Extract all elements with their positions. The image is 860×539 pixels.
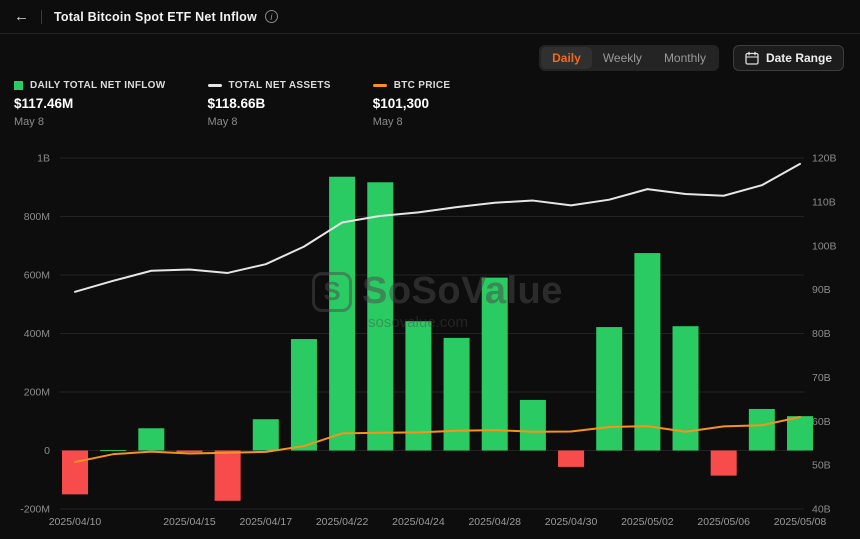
net-assets-line bbox=[74, 162, 801, 293]
page-title: Total Bitcoin Spot ETF Net Inflow bbox=[54, 9, 257, 24]
y-axis-label-left: 0 bbox=[44, 445, 50, 457]
y-axis-label-left: 1B bbox=[37, 153, 50, 165]
header: ← Total Bitcoin Spot ETF Net Inflow i bbox=[0, 0, 860, 34]
inflow-bar[interactable] bbox=[443, 337, 470, 451]
header-divider bbox=[41, 9, 42, 24]
tab-daily[interactable]: Daily bbox=[541, 47, 592, 69]
inflow-bar[interactable] bbox=[214, 450, 241, 501]
y-axis-label-right: 90B bbox=[812, 284, 831, 296]
y-axis-label-left: 400M bbox=[24, 328, 50, 340]
legend-date: May 8 bbox=[372, 116, 403, 128]
legend-marker-icon bbox=[372, 84, 387, 87]
legend-date: May 8 bbox=[207, 116, 238, 128]
inflow-bar[interactable] bbox=[710, 450, 737, 476]
y-axis-label-left: -200M bbox=[20, 504, 50, 516]
inflow-bar[interactable] bbox=[596, 327, 623, 451]
y-axis-label-right: 100B bbox=[812, 240, 837, 252]
inflow-bar[interactable] bbox=[634, 253, 661, 451]
etf-flow-chart[interactable]: -200M 0 200M 400M 600M 800M 1B 40B 50B 60B 70B 80B 9… bbox=[0, 142, 860, 531]
tab-weekly[interactable]: Weekly bbox=[592, 47, 653, 69]
y-axis-label-right: 60B bbox=[812, 416, 831, 428]
x-axis-label: 2025/04/10 bbox=[49, 516, 102, 528]
legend-item-2[interactable]: BTC PRICE $101,300 May 8 bbox=[372, 80, 451, 128]
date-range-label: Date Range bbox=[765, 51, 832, 65]
calendar-icon bbox=[745, 51, 759, 65]
inflow-bar[interactable] bbox=[138, 428, 165, 451]
legend-item-0[interactable]: DAILY TOTAL NET INFLOW $117.46M May 8 bbox=[14, 80, 166, 128]
legend-label: TOTAL NET ASSETS bbox=[228, 80, 331, 91]
y-axis-label-left: 800M bbox=[24, 211, 50, 223]
inflow-bar[interactable] bbox=[519, 399, 546, 451]
legend-item-1[interactable]: TOTAL NET ASSETS $118.66B May 8 bbox=[207, 80, 331, 128]
y-axis-label-right: 50B bbox=[812, 460, 831, 472]
legend-label: DAILY TOTAL NET INFLOW bbox=[30, 80, 166, 91]
info-icon[interactable]: i bbox=[264, 10, 278, 23]
btc-price-line bbox=[74, 415, 801, 464]
tab-monthly[interactable]: Monthly bbox=[653, 47, 717, 69]
y-axis-label-right: 40B bbox=[812, 504, 831, 516]
controls-row: Daily Weekly Monthly Date Range bbox=[0, 44, 860, 72]
inflow-bar[interactable] bbox=[481, 277, 508, 451]
y-axis-label-right: 70B bbox=[812, 372, 831, 384]
inflow-bar[interactable] bbox=[748, 408, 775, 451]
chart-area: -200M 0 200M 400M 600M 800M 1B 40B 50B 60B 70B 80B 9… bbox=[0, 142, 860, 536]
x-axis-label: 2025/05/08 bbox=[774, 516, 827, 528]
x-axis-label: 2025/05/06 bbox=[697, 516, 750, 528]
back-button[interactable]: ← bbox=[14, 9, 33, 24]
legend: DAILY TOTAL NET INFLOW $117.46M May 8 TOTAL… bbox=[0, 80, 860, 138]
legend-marker-icon bbox=[14, 81, 23, 90]
inflow-bar[interactable] bbox=[290, 339, 317, 451]
y-axis-label-right: 80B bbox=[812, 328, 831, 340]
x-axis-label: 2025/04/22 bbox=[316, 516, 369, 528]
interval-tabs: Daily Weekly Monthly bbox=[539, 45, 719, 71]
inflow-bar[interactable] bbox=[176, 450, 203, 453]
legend-value: $118.66B bbox=[207, 96, 266, 111]
inflow-bar[interactable] bbox=[252, 419, 279, 451]
inflow-bar[interactable] bbox=[62, 450, 88, 495]
x-axis-label: 2025/04/30 bbox=[545, 516, 598, 528]
date-range-button[interactable]: Date Range bbox=[732, 45, 844, 71]
legend-label: BTC PRICE bbox=[393, 80, 451, 91]
y-axis-label-right: 120B bbox=[812, 153, 837, 165]
y-axis-label-right: 110B bbox=[812, 196, 836, 208]
x-axis-label: 2025/04/15 bbox=[163, 516, 216, 528]
inflow-bar[interactable] bbox=[405, 321, 432, 451]
inflow-bar[interactable] bbox=[558, 450, 585, 467]
y-axis-label-left: 600M bbox=[24, 270, 50, 282]
y-axis-label-left: 200M bbox=[24, 387, 50, 399]
legend-value: $117.46M bbox=[14, 96, 74, 111]
legend-marker-icon bbox=[207, 84, 222, 87]
inflow-bar[interactable] bbox=[100, 450, 127, 452]
x-axis-label: 2025/04/24 bbox=[392, 516, 445, 528]
inflow-bar[interactable] bbox=[329, 176, 356, 451]
legend-date: May 8 bbox=[14, 116, 44, 128]
inflow-bar[interactable] bbox=[787, 416, 813, 451]
x-axis-label: 2025/05/02 bbox=[621, 516, 674, 528]
x-axis-label: 2025/04/28 bbox=[468, 516, 521, 528]
inflow-bar[interactable] bbox=[367, 182, 394, 451]
legend-value: $101,300 bbox=[372, 96, 430, 111]
x-axis-label: 2025/04/17 bbox=[240, 516, 293, 528]
